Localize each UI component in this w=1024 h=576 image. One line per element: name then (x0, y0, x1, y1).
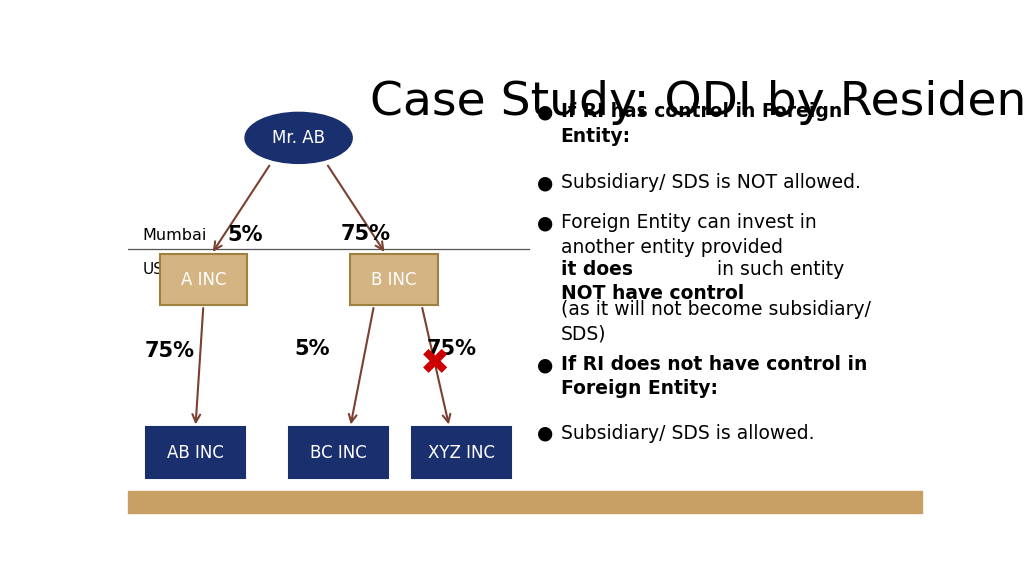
Text: Foreign Entity can invest in
another entity provided: Foreign Entity can invest in another ent… (560, 213, 816, 256)
Text: 75%: 75% (341, 224, 391, 244)
FancyBboxPatch shape (145, 427, 245, 478)
Text: 5%: 5% (227, 225, 263, 245)
Text: XYZ INC: XYZ INC (428, 444, 495, 462)
FancyBboxPatch shape (412, 427, 511, 478)
FancyBboxPatch shape (289, 427, 388, 478)
Text: 75%: 75% (427, 339, 477, 359)
Bar (128, 491, 922, 513)
Text: Mumbai: Mumbai (142, 228, 207, 243)
Text: If RI has control in Foreign
Entity:: If RI has control in Foreign Entity: (560, 103, 842, 146)
Text: (as it will not become subsidiary/
SDS): (as it will not become subsidiary/ SDS) (560, 300, 870, 343)
Text: ●: ● (537, 103, 553, 122)
Text: 5%: 5% (294, 339, 330, 359)
Text: it does
NOT have control: it does NOT have control (560, 260, 743, 303)
Text: ●: ● (537, 424, 553, 443)
Text: A INC: A INC (180, 271, 226, 289)
Text: Mr. AB: Mr. AB (272, 129, 326, 147)
Text: ●: ● (537, 355, 553, 374)
Text: in such entity: in such entity (712, 260, 845, 279)
Text: AB INC: AB INC (167, 444, 224, 462)
Text: B INC: B INC (371, 271, 417, 289)
Text: Subsidiary/ SDS is allowed.: Subsidiary/ SDS is allowed. (560, 424, 814, 443)
Text: BC INC: BC INC (310, 444, 367, 462)
Text: ●: ● (537, 213, 553, 232)
FancyBboxPatch shape (350, 254, 437, 305)
FancyBboxPatch shape (160, 254, 247, 305)
Text: 75%: 75% (144, 341, 195, 361)
Text: Case Study: ODI by Resident Individual: Case Study: ODI by Resident Individual (370, 80, 1024, 125)
Text: USA: USA (142, 262, 174, 277)
Text: ✖: ✖ (421, 347, 451, 381)
Text: If RI does not have control in
Foreign Entity:: If RI does not have control in Foreign E… (560, 355, 867, 399)
Text: Subsidiary/ SDS is NOT allowed.: Subsidiary/ SDS is NOT allowed. (560, 173, 860, 192)
Text: ●: ● (537, 173, 553, 192)
Ellipse shape (245, 112, 352, 164)
